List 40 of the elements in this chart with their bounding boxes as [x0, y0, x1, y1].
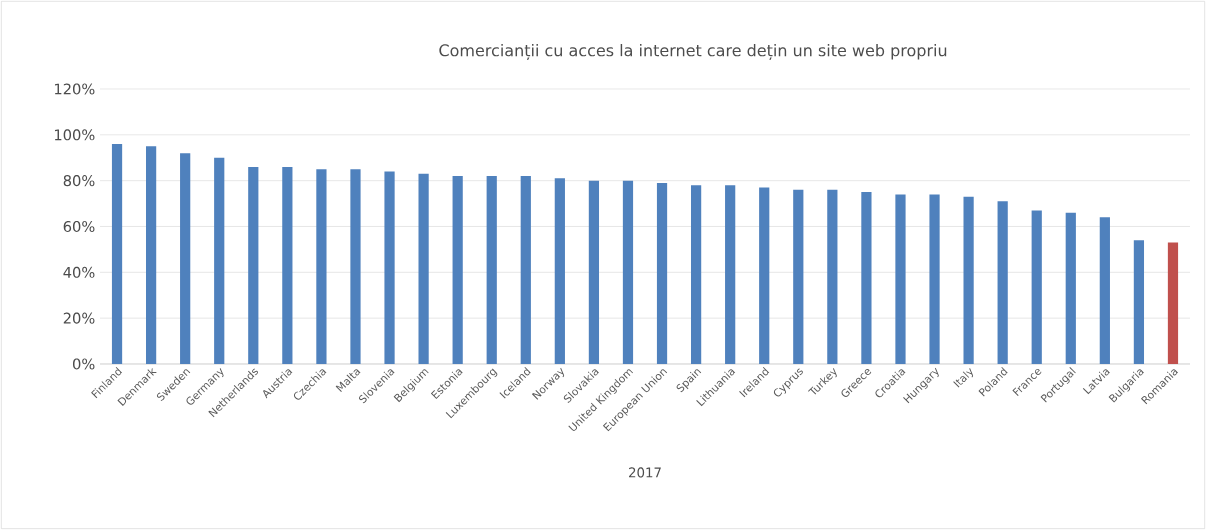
x-axis-title: 2017	[629, 467, 661, 478]
y-tick-label: 20%	[63, 312, 95, 324]
bar	[316, 169, 327, 364]
y-tick-label: 100%	[54, 129, 95, 141]
y-tick-label: 40%	[63, 266, 95, 278]
bar	[1031, 210, 1042, 364]
chart-title: Comercianții cu acces la internet care dețin un site web propriu	[439, 43, 947, 60]
bar	[861, 192, 872, 364]
bar	[350, 169, 361, 364]
bar	[146, 146, 157, 364]
y-tick-label: 80%	[63, 175, 95, 187]
bar	[827, 189, 838, 364]
bar	[997, 201, 1008, 364]
bar	[1167, 242, 1179, 364]
bar	[248, 166, 259, 364]
bar	[384, 171, 395, 364]
bar	[111, 143, 123, 364]
bar	[656, 182, 668, 364]
bar	[588, 180, 600, 364]
bar	[1133, 240, 1145, 364]
bar	[725, 185, 736, 364]
bar	[963, 196, 974, 364]
bar	[895, 194, 906, 364]
bar	[520, 176, 531, 364]
bar	[622, 180, 634, 364]
bar	[180, 153, 191, 364]
bar	[929, 194, 940, 364]
bar	[1065, 212, 1076, 364]
y-tick-label: 120%	[54, 83, 95, 95]
y-tick-label: 60%	[63, 220, 95, 233]
bar	[486, 176, 497, 364]
bar	[759, 187, 770, 364]
bar	[554, 178, 565, 364]
bar	[282, 166, 293, 364]
bar	[690, 185, 702, 364]
bar	[793, 189, 804, 364]
bar	[452, 176, 463, 364]
bar	[1099, 217, 1110, 364]
bar	[214, 157, 225, 364]
bar	[418, 173, 429, 364]
